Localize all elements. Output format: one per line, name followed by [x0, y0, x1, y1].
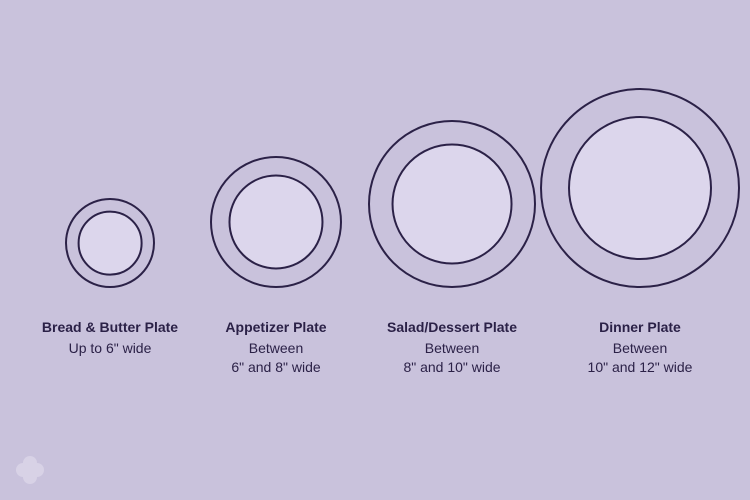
plate-label: Appetizer Plate Between6" and 8" wide — [176, 318, 376, 377]
plate-graphic — [65, 198, 155, 288]
plate-graphic — [368, 120, 536, 288]
brand-logo-icon — [14, 454, 46, 486]
plate-title: Appetizer Plate — [176, 318, 376, 337]
infographic-canvas: Bread & Butter PlateUp to 6" wideAppetiz… — [0, 0, 750, 500]
plate-desc-line: Between — [352, 339, 552, 358]
plate-desc-line: 8" and 10" wide — [352, 358, 552, 377]
plate-inner-ring — [78, 211, 143, 276]
plate-inner-ring — [228, 174, 323, 269]
plate-inner-ring — [392, 144, 513, 265]
plate-desc-line: 6" and 8" wide — [176, 358, 376, 377]
plate-desc-line: 10" and 12" wide — [540, 358, 740, 377]
plate-desc-line: Between — [176, 339, 376, 358]
plate-label: Dinner Plate Between10" and 12" wide — [540, 318, 740, 377]
plate-inner-ring — [568, 116, 712, 260]
plate-graphic — [540, 88, 740, 288]
plate-graphic — [210, 156, 342, 288]
plate-title: Salad/Dessert Plate — [352, 318, 552, 337]
plate-label: Salad/Dessert Plate Between8" and 10" wid… — [352, 318, 552, 377]
plate-title: Dinner Plate — [540, 318, 740, 337]
plate-desc-line: Between — [540, 339, 740, 358]
